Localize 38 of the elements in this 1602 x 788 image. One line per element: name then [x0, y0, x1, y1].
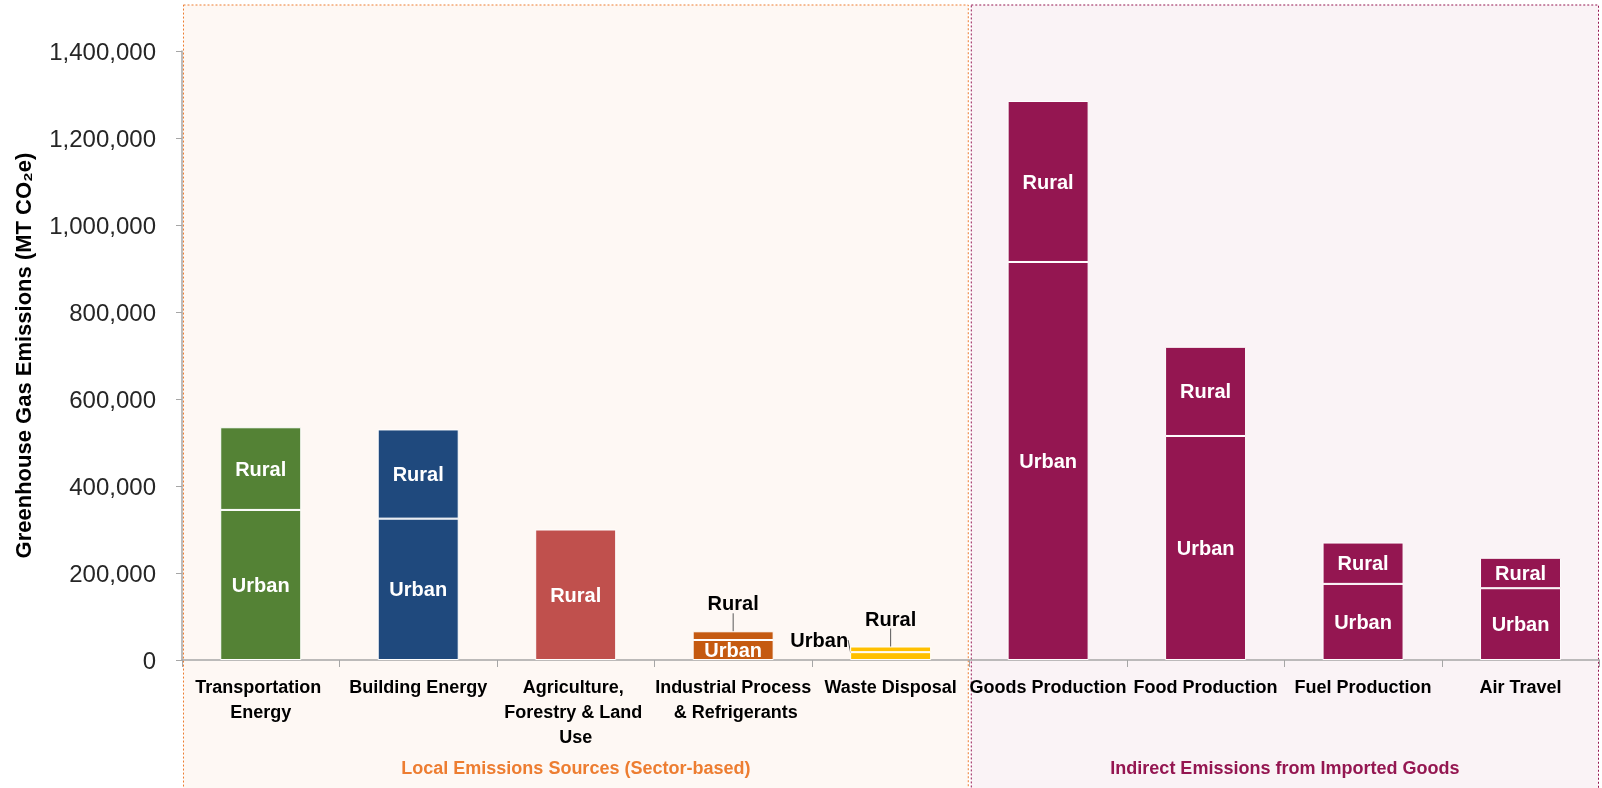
x-tick-label: Food Production	[1133, 676, 1278, 697]
text: Urban	[1491, 613, 1550, 636]
series-label: Urban	[704, 638, 763, 661]
y-tick-label: 800,000	[69, 298, 156, 326]
text: Rural	[550, 583, 602, 606]
y-tick-label: 600,000	[69, 385, 156, 413]
y-tick-label: 400,000	[69, 472, 156, 500]
text: Urban	[389, 578, 448, 601]
x-tick-label: Building Energy	[349, 676, 488, 697]
y-axis-title: Greenhouse Gas Emissions (MT CO₂e)	[10, 152, 36, 559]
x-tick-label: Air Travel	[1479, 676, 1562, 697]
x-tick-label: Waste Disposal	[824, 676, 957, 697]
x-tick-label: Fuel Production	[1294, 676, 1432, 697]
y-tick-label: 1,200,000	[49, 124, 156, 152]
text: Rural	[707, 592, 759, 615]
x-tick-label: Goods Production	[969, 676, 1127, 697]
text: Urban	[231, 573, 290, 596]
x-tick-label: Agriculture, Forestry & Land Use	[504, 676, 648, 747]
bar	[535, 529, 617, 660]
y-tick-label: 0	[142, 646, 156, 674]
text: Rural	[1180, 380, 1232, 403]
text: Rural	[1337, 552, 1389, 575]
x-tick-label: Industrial Process & Refrigerants	[655, 676, 812, 722]
series-label: Rural	[1494, 562, 1547, 584]
text: Rural	[235, 457, 287, 480]
y-tick-label: 200,000	[69, 559, 156, 587]
text: Urban	[1176, 536, 1235, 559]
band-label: Local Emissions Sources (Sector-based)	[401, 758, 751, 778]
x-tick-label: Transportation Energy	[195, 676, 327, 722]
text: Rural	[1022, 170, 1074, 193]
text: Rural	[865, 607, 917, 630]
text: Urban	[1019, 449, 1078, 472]
y-tick-label: 1,400,000	[49, 37, 156, 65]
text: Urban	[1334, 610, 1392, 633]
band-label: Indirect Emissions from Imported Goods	[1110, 758, 1460, 778]
y-tick-label: 1,000,000	[49, 211, 156, 239]
text: Urban	[790, 629, 849, 652]
text: Rural	[392, 463, 444, 486]
